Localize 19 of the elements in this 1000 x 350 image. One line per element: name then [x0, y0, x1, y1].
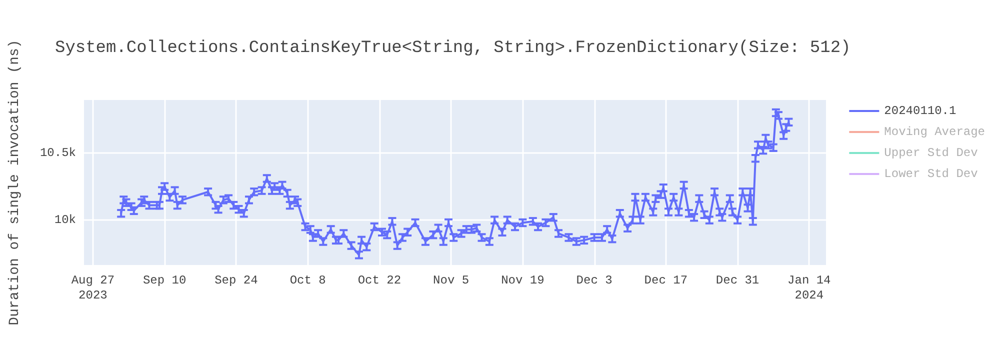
x-tick-label: Dec 31: [716, 274, 760, 288]
legend-label: Lower Std Dev: [884, 167, 978, 181]
y-tick-label: 10k: [54, 213, 76, 228]
x-tick-label: Aug 27 2023: [71, 274, 115, 302]
chart-title: System.Collections.ContainsKeyTrue<String, String>.FrozenDictionary(Size: 512): [55, 39, 851, 58]
y-axis-title: Duration of single invocation (ns): [7, 40, 23, 326]
x-tick-label: Sep 24: [214, 274, 258, 288]
x-tick-label: Oct 22: [358, 274, 402, 288]
x-tick-label: Dec 17: [644, 274, 688, 288]
x-tick-label: Nov 5: [433, 274, 470, 288]
x-tick-label: Oct 8: [290, 274, 326, 288]
legend-label: Upper Std Dev: [884, 146, 978, 160]
x-tick-label: Sep 10: [142, 274, 186, 288]
x-tick-label: Jan 14 2024: [788, 274, 831, 302]
legend-label: Moving Average: [884, 125, 986, 139]
x-tick-label: Dec 3: [576, 274, 612, 288]
x-tick-label: Nov 19: [501, 274, 544, 288]
y-tick-label: 10.5k: [40, 146, 76, 160]
legend-label: 20240110.1: [884, 104, 956, 118]
